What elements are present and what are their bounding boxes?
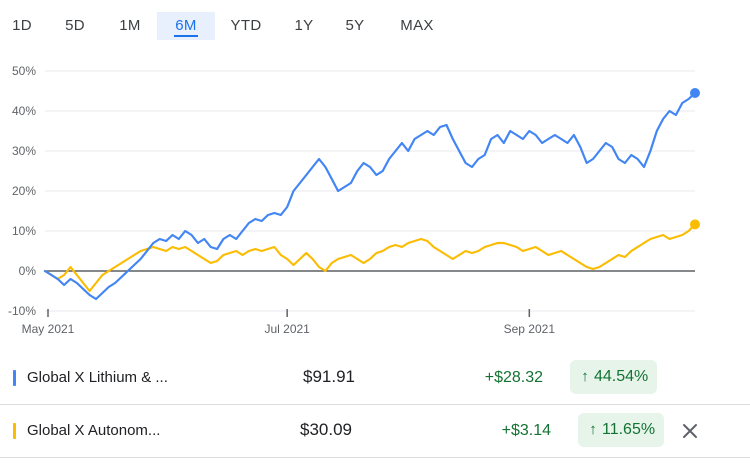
range-tabs: 1D 5D 1M 6M YTD 1Y 5Y MAX xyxy=(0,12,460,40)
price-change: +$3.14 xyxy=(501,422,551,439)
series-line xyxy=(43,91,697,301)
active-tab-underline xyxy=(174,35,198,37)
tab-1d[interactable]: 1D xyxy=(0,12,44,40)
y-tick-label: 20% xyxy=(12,184,36,198)
tab-label: YTD xyxy=(230,17,262,34)
tab-label: 5D xyxy=(65,17,85,34)
tab-label: 1M xyxy=(119,17,141,34)
series-end-marker xyxy=(690,219,700,230)
comparison-row[interactable]: Global X Lithium & ... $91.91 +$28.32 ↑ 4… xyxy=(0,352,750,405)
percent-change: 44.54% xyxy=(594,368,649,385)
y-tick-label: -10% xyxy=(8,304,36,318)
series-color-swatch xyxy=(13,423,16,439)
y-tick-label: 10% xyxy=(12,224,36,238)
security-name: Global X Autonom... xyxy=(27,422,161,439)
tab-max[interactable]: MAX xyxy=(388,12,446,40)
x-tick-label: Sep 2021 xyxy=(504,322,556,336)
tab-label: MAX xyxy=(400,17,434,34)
security-price: $30.09 xyxy=(300,420,352,439)
comparison-chart[interactable]: 50% 40% 30% 20% 10% 0% -10% May 2021 Jul 2021 Sep… xyxy=(0,55,750,345)
series-color-swatch xyxy=(13,370,16,386)
tab-label: 5Y xyxy=(345,17,365,34)
y-tick-label: 50% xyxy=(12,64,36,78)
tab-6m[interactable]: 6M xyxy=(157,12,215,40)
percent-change-badge: ↑ 11.65% xyxy=(578,413,665,447)
tab-ytd[interactable]: YTD xyxy=(222,12,270,40)
tab-label: 1Y xyxy=(294,17,314,34)
security-name: Global X Lithium & ... xyxy=(27,369,168,386)
tab-5y[interactable]: 5Y xyxy=(333,12,377,40)
percent-change-badge: ↑ 44.54% xyxy=(570,360,658,394)
y-tick-label: 0% xyxy=(19,264,37,278)
comparison-row[interactable]: Global X Autonom... $30.09 +$3.14 ↑ 11.65… xyxy=(0,405,750,458)
arrow-up-icon: ↑ xyxy=(581,368,589,385)
arrow-up-icon: ↑ xyxy=(589,421,597,438)
tab-label: 6M xyxy=(175,17,197,34)
tab-1m[interactable]: 1M xyxy=(106,12,154,40)
tab-5d[interactable]: 5D xyxy=(52,12,98,40)
close-icon[interactable] xyxy=(680,421,700,441)
y-tick-label: 40% xyxy=(12,104,36,118)
security-price: $91.91 xyxy=(303,367,355,386)
percent-change: 11.65% xyxy=(602,421,656,438)
tab-label: 1D xyxy=(12,17,32,34)
series-line xyxy=(43,223,697,293)
x-tick-label: May 2021 xyxy=(22,322,75,336)
price-change: +$28.32 xyxy=(484,369,543,386)
x-tick-label: Jul 2021 xyxy=(264,322,310,336)
series-end-marker xyxy=(690,88,700,98)
y-tick-label: 30% xyxy=(12,144,36,158)
tab-1y[interactable]: 1Y xyxy=(282,12,326,40)
